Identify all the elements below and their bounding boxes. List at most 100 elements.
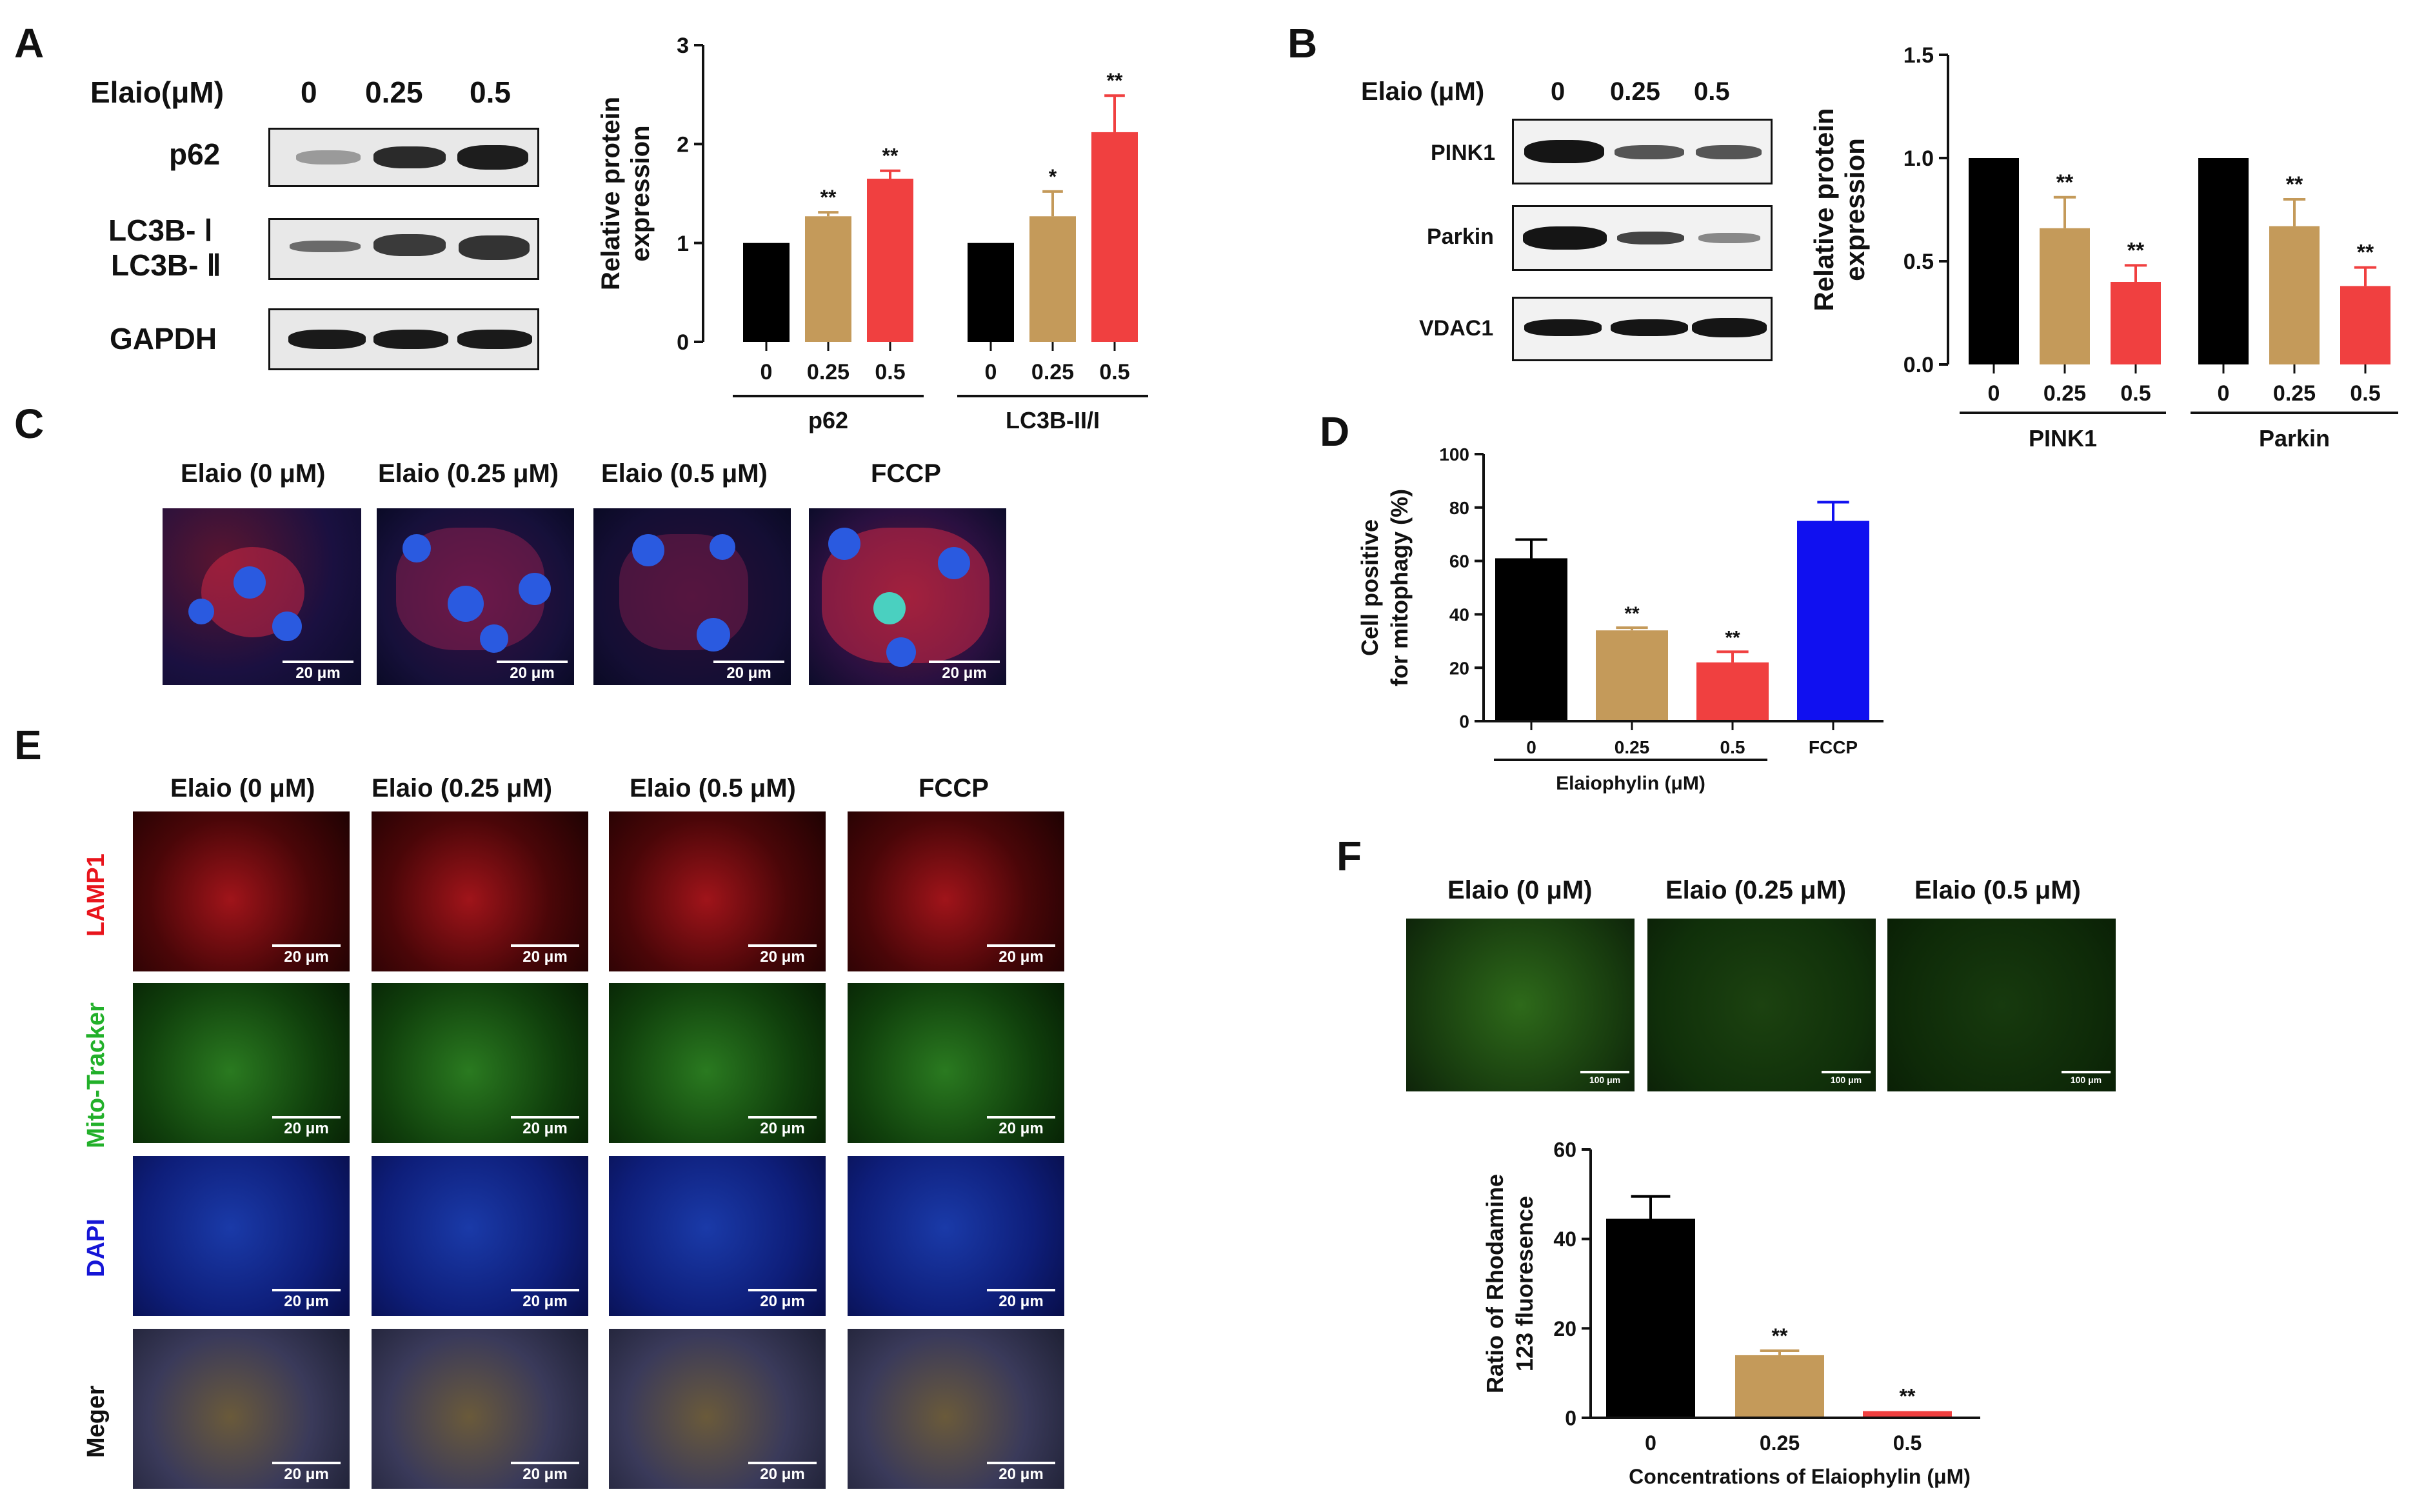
image-title: Elaio (0 μM) bbox=[181, 459, 326, 488]
bar bbox=[2111, 282, 2161, 364]
significance-label: ** bbox=[1772, 1324, 1788, 1348]
scale-bar: 20 μm bbox=[272, 944, 341, 966]
image-title: FCCP bbox=[871, 459, 941, 488]
y-tick-label: 0 bbox=[1565, 1407, 1576, 1430]
bar bbox=[1735, 1355, 1824, 1418]
micrograph-c-1: 20 μm bbox=[377, 508, 574, 685]
row-label: Meger bbox=[83, 1386, 110, 1458]
scale-bar: 20 μm bbox=[283, 661, 353, 682]
dose-label: 0.5 bbox=[1694, 77, 1730, 106]
bar bbox=[1797, 521, 1869, 721]
protein-label: PINK1 bbox=[1431, 141, 1496, 165]
x-tick-label: 0 bbox=[985, 360, 997, 384]
scale-bar: 20 μm bbox=[272, 1289, 341, 1311]
micrograph-e: 20 μm bbox=[133, 1329, 350, 1489]
scale-bar: 20 μm bbox=[748, 1462, 817, 1484]
y-tick-label: 60 bbox=[1553, 1139, 1576, 1162]
x-tick-label: 0.25 bbox=[2043, 381, 2086, 406]
micrograph-c-3: 20 μm bbox=[809, 508, 1006, 685]
x-tick-label: 0 bbox=[1988, 381, 2000, 406]
y-tick-label: 2 bbox=[677, 133, 689, 157]
western-blot-vdac1 bbox=[1512, 297, 1773, 361]
bar bbox=[2198, 158, 2249, 364]
micrograph-f-1: 100 μm bbox=[1647, 919, 1876, 1091]
panel-label-b: B bbox=[1287, 20, 1318, 66]
protein-label: Parkin bbox=[1427, 224, 1494, 249]
significance-label: ** bbox=[1725, 627, 1740, 648]
micrograph-e: 20 μm bbox=[372, 811, 588, 971]
x-tick-label: 0 bbox=[1526, 737, 1536, 757]
protein-label: LC3B- Ⅱ bbox=[111, 248, 221, 282]
scale-bar: 20 μm bbox=[748, 1116, 817, 1138]
bar bbox=[2040, 228, 2090, 364]
scale-bar: 20 μm bbox=[987, 1289, 1055, 1311]
x-tick-label: 0.5 bbox=[2350, 381, 2380, 406]
scale-bar: 20 μm bbox=[272, 1116, 341, 1138]
x-tick-label: 0 bbox=[2218, 381, 2230, 406]
micrograph-e: 20 μm bbox=[848, 1329, 1064, 1489]
image-title: Elaio (0.5 μM) bbox=[1914, 876, 2081, 904]
significance-label: ** bbox=[1900, 1385, 1916, 1408]
column-title: Elaio (0 μM) bbox=[170, 774, 315, 802]
y-axis-label: Cell positive bbox=[1357, 519, 1383, 656]
scale-bar: 20 μm bbox=[511, 944, 579, 966]
dose-label: 0 bbox=[301, 75, 317, 109]
scale-bar: 100 μm bbox=[1580, 1071, 1629, 1085]
row-label: LAMP1 bbox=[83, 853, 110, 937]
panel-label-d: D bbox=[1320, 408, 1350, 455]
dose-label: 0.25 bbox=[1610, 77, 1660, 106]
dose-label: 0 bbox=[1551, 77, 1565, 106]
bar bbox=[1606, 1219, 1695, 1418]
western-blot-lc3b bbox=[268, 218, 539, 280]
protein-label: VDAC1 bbox=[1419, 316, 1494, 341]
y-axis-label: 123 fluoresence bbox=[1511, 1196, 1538, 1371]
scale-bar: 20 μm bbox=[748, 1289, 817, 1311]
micrograph-c-2: 20 μm bbox=[593, 508, 791, 685]
scale-bar: 20 μm bbox=[987, 944, 1055, 966]
y-axis-label: Relative protein bbox=[597, 97, 625, 290]
bar-chart-a: 0 1 2 3 Relative protein expression 0 ** 0.25 ** 0… bbox=[597, 34, 1148, 433]
micrograph-e: 20 μm bbox=[609, 1156, 826, 1316]
group-label: Parkin bbox=[2259, 425, 2330, 452]
column-title: FCCP bbox=[919, 774, 989, 802]
micrograph-e: 20 μm bbox=[372, 1156, 588, 1316]
significance-label: ** bbox=[882, 144, 899, 168]
column-title: Elaio (0.5 μM) bbox=[630, 774, 796, 802]
bar bbox=[1091, 132, 1138, 342]
y-axis-label: Ratio of Rhodamine bbox=[1482, 1174, 1508, 1393]
x-tick-label: 0.5 bbox=[1720, 737, 1745, 757]
micrograph-e: 20 μm bbox=[133, 983, 350, 1143]
image-title: Elaio (0.25 μM) bbox=[1665, 876, 1847, 904]
bar bbox=[1596, 630, 1668, 721]
group-label: p62 bbox=[808, 407, 848, 433]
x-tick-label: 0.5 bbox=[875, 360, 905, 384]
protein-label: p62 bbox=[169, 137, 221, 171]
scale-bar: 20 μm bbox=[987, 1116, 1055, 1138]
bar bbox=[968, 243, 1014, 342]
micrograph-e: 20 μm bbox=[372, 983, 588, 1143]
y-tick-label: 1.5 bbox=[1903, 43, 1934, 68]
scale-bar: 20 μm bbox=[713, 661, 784, 682]
significance-label: ** bbox=[1624, 603, 1640, 624]
scale-bar: 20 μm bbox=[748, 944, 817, 966]
significance-label: * bbox=[1049, 165, 1057, 188]
bar bbox=[743, 243, 790, 342]
significance-label: ** bbox=[2056, 170, 2074, 195]
micrograph-e: 20 μm bbox=[133, 811, 350, 971]
significance-label: ** bbox=[2127, 238, 2145, 263]
bar-chart-f: 0 20 40 60 Ratio of Rhodamine 123 fluoresence… bbox=[1482, 1139, 1980, 1488]
bar-chart-d: 0 20 40 60 80 100 Cell positive for mitophagy (… bbox=[1357, 444, 1883, 794]
bar bbox=[1696, 662, 1769, 721]
y-tick-label: 0 bbox=[1459, 711, 1469, 731]
y-tick-label: 60 bbox=[1449, 552, 1469, 572]
x-tick-label: FCCP bbox=[1809, 737, 1858, 757]
y-tick-label: 1.0 bbox=[1903, 146, 1934, 171]
y-tick-label: 3 bbox=[677, 34, 689, 58]
x-tick-label: 0.5 bbox=[1893, 1431, 1922, 1455]
y-axis-label: expression bbox=[626, 125, 655, 261]
x-tick-label: 0.25 bbox=[1760, 1431, 1800, 1455]
x-tick-label: 0.25 bbox=[1031, 360, 1074, 384]
scale-bar: 20 μm bbox=[987, 1462, 1055, 1484]
y-tick-label: 0.0 bbox=[1903, 353, 1934, 377]
scale-bar: 20 μm bbox=[497, 661, 568, 682]
